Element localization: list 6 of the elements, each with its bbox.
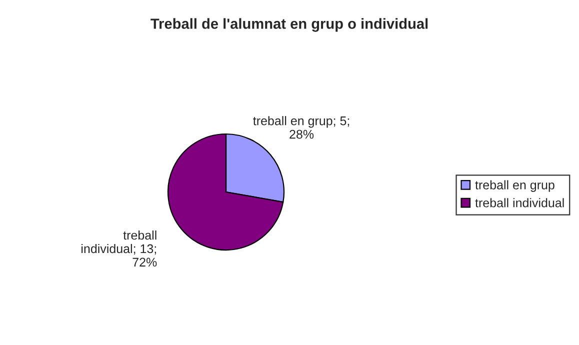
data-label: treball individual; 13; 72% bbox=[82, 230, 157, 267]
legend-label: treball individual bbox=[475, 198, 564, 208]
data-label: treball en grup; 5; 28% bbox=[253, 116, 350, 139]
chart-title: Treball de l'alumnat en grup o individual bbox=[150, 18, 428, 32]
pie-slice bbox=[167, 133, 284, 251]
legend-label: treball en grup bbox=[475, 180, 554, 192]
